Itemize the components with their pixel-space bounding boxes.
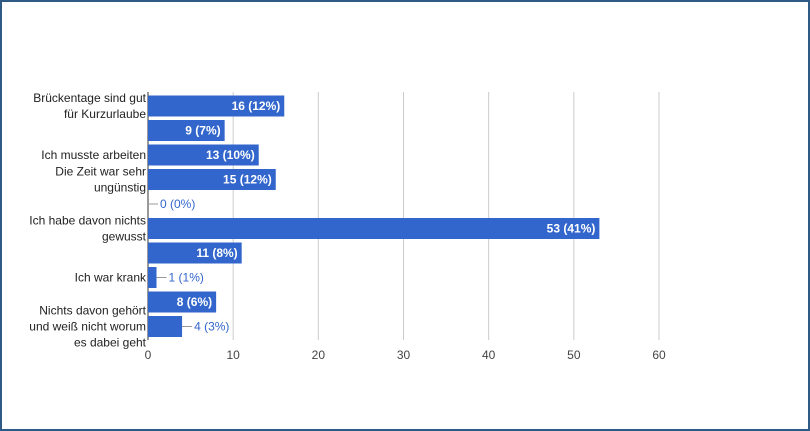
category-label-line: es dabei geht — [74, 336, 147, 350]
bar — [148, 169, 276, 190]
bar-value-label: 0 (0%) — [160, 197, 195, 211]
category-label: Ich musste arbeiten — [41, 148, 146, 162]
bar — [148, 291, 217, 313]
category-label: Brückentage sind gut für Kurzurlaube — [33, 91, 146, 121]
bar — [148, 242, 242, 264]
x-tick-label: 60 — [652, 348, 666, 362]
bar-value-label: 11 (8%) — [196, 246, 237, 260]
bar — [148, 218, 600, 239]
category-label: Die Zeit war sehr ungünstig — [55, 165, 146, 195]
bar-value-label: 1 (1%) — [169, 271, 204, 285]
bar — [148, 95, 285, 117]
bar — [148, 144, 259, 166]
bar-value-label: 8 (6%) — [177, 295, 212, 309]
bars-group: 16 (12%) 9 (7%) 13 (10%) 15 (12%) 0 (0%) 53 (… — [148, 95, 600, 337]
x-axis-ticks: 0 10 20 30 40 50 60 — [145, 348, 666, 362]
bar-value-label: 16 (12%) — [232, 99, 281, 113]
category-label: Ich habe davon nichts gewusst — [29, 214, 146, 244]
category-label-line: ungünstig — [94, 181, 146, 195]
category-label-line: Die Zeit war sehr — [55, 165, 146, 179]
category-label: Nichts davon gehört und weiß nicht worum e… — [29, 304, 146, 350]
x-tick-label: 40 — [482, 348, 496, 362]
category-label-line: Ich habe davon nichts — [29, 214, 146, 228]
category-label-line: gewusst — [102, 230, 147, 244]
bar-value-label: 9 (7%) — [185, 124, 220, 138]
category-label-line: für Kurzurlaube — [64, 107, 146, 121]
bar-value-label: 4 (3%) — [194, 320, 229, 334]
bar-value-label: 53 (41%) — [547, 222, 596, 236]
category-label-line: Ich musste arbeiten — [41, 148, 146, 162]
category-label-line: Ich war krank — [75, 271, 147, 285]
x-tick-label: 30 — [397, 348, 411, 362]
category-label: Ich war krank — [75, 271, 147, 285]
bar-value-label: 13 (10%) — [206, 148, 255, 162]
category-labels: Brückentage sind gut für Kurzurlaube Ich m… — [29, 91, 147, 350]
category-label-line: und weiß nicht worum — [29, 320, 146, 334]
bar — [148, 316, 183, 337]
category-label-line: Brückentage sind gut — [33, 91, 146, 105]
bar-value-label: 15 (12%) — [223, 173, 272, 187]
bar — [148, 267, 157, 288]
category-label-line: Nichts davon gehört — [39, 304, 146, 318]
x-tick-label: 0 — [145, 348, 152, 362]
x-tick-label: 20 — [312, 348, 326, 362]
x-tick-label: 10 — [226, 348, 240, 362]
bar — [148, 120, 225, 141]
x-tick-label: 50 — [567, 348, 581, 362]
